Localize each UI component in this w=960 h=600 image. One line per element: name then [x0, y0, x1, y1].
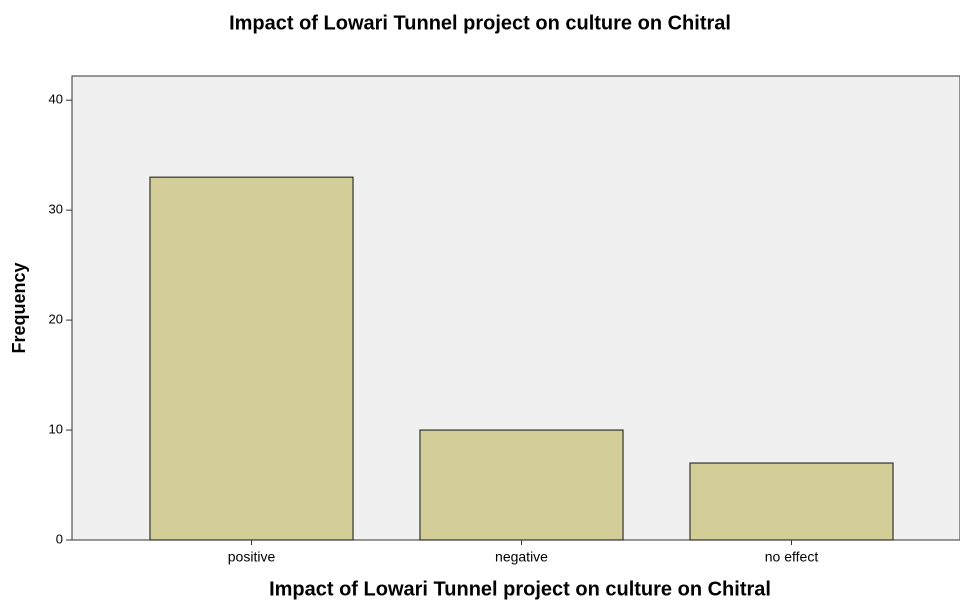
- y-tick-label: 10: [49, 421, 63, 436]
- x-tick-label: positive: [228, 549, 276, 565]
- x-axis-label: Impact of Lowari Tunnel project on cultu…: [269, 578, 771, 600]
- bar: [689, 462, 894, 541]
- y-axis-label: Frequency: [9, 262, 29, 353]
- bar: [149, 176, 354, 541]
- y-tick-label: 20: [49, 312, 63, 327]
- chart-title: Impact of Lowari Tunnel project on cultu…: [229, 12, 731, 34]
- y-tick-label: 30: [49, 202, 63, 217]
- bar: [419, 429, 624, 541]
- y-tick-label: 0: [56, 531, 63, 546]
- y-tick-label: 40: [49, 92, 63, 107]
- x-tick-label: no effect: [765, 549, 819, 565]
- x-tick-label: negative: [495, 549, 548, 565]
